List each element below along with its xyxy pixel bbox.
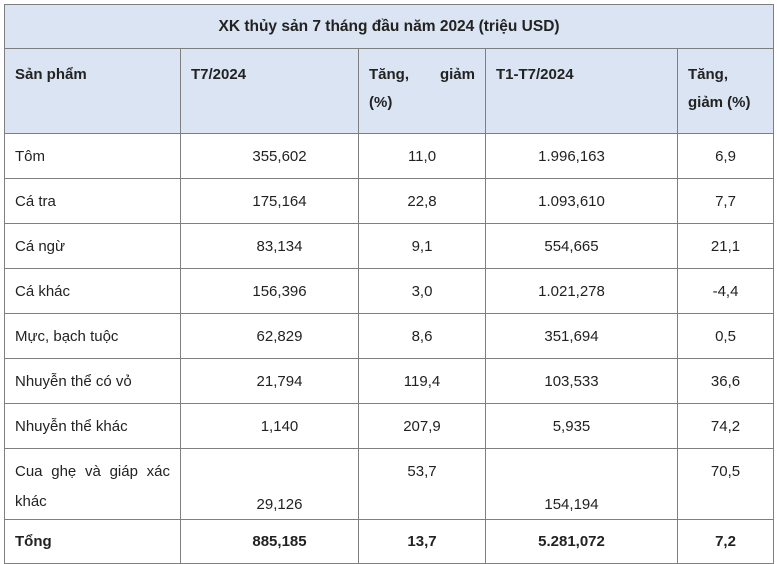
cell-t7: 62,829 — [180, 313, 359, 359]
cell-t7: 29,126 — [180, 448, 359, 520]
cell-change-t7: 119,4 — [358, 358, 486, 404]
cell-change-cumulative: 21,1 — [676, 223, 775, 269]
cell-t7: 83,134 — [180, 223, 359, 269]
total-t7: 885,185 — [180, 519, 359, 564]
cell-change-t7: 8,6 — [358, 313, 486, 359]
cell-cumulative: 554,665 — [485, 223, 678, 269]
total-label: Tổng — [4, 519, 181, 564]
header-product: Sản phẩm — [4, 48, 181, 134]
table-total-row: Tổng 885,185 13,7 5.281,072 7,2 — [4, 519, 775, 564]
cell-cumulative: 1.093,610 — [485, 178, 678, 224]
cell-product: Mực, bạch tuộc — [4, 313, 181, 359]
table-row: Tôm 355,602 11,0 1.996,163 6,9 — [4, 133, 775, 179]
table-row: Cá khác 156,396 3,0 1.021,278 -4,4 — [4, 268, 775, 314]
cell-change-cumulative: 70,5 — [676, 448, 775, 520]
cell-change-t7: 9,1 — [358, 223, 486, 269]
total-change-cumulative: 7,2 — [676, 519, 775, 564]
cell-change-t7: 53,7 — [358, 448, 486, 520]
cell-product: Cá khác — [4, 268, 181, 314]
cell-change-cumulative: 74,2 — [676, 403, 775, 449]
header-change-cumulative: Tăng, giảm (%) — [676, 48, 775, 134]
cell-t7: 1,140 — [180, 403, 359, 449]
header-t7: T7/2024 — [180, 48, 359, 134]
cell-change-cumulative: 0,5 — [676, 313, 775, 359]
cell-cumulative: 351,694 — [485, 313, 678, 359]
table-row: Nhuyễn thể khác 1,140 207,9 5,935 74,2 — [4, 403, 775, 449]
cell-change-t7: 22,8 — [358, 178, 486, 224]
cell-t7: 156,396 — [180, 268, 359, 314]
table-row: Cá tra 175,164 22,8 1.093,610 7,7 — [4, 178, 775, 224]
cell-change-t7: 11,0 — [358, 133, 486, 179]
cell-cumulative: 154,194 — [485, 448, 678, 520]
total-cumulative: 5.281,072 — [485, 519, 678, 564]
cell-cumulative: 1.021,278 — [485, 268, 678, 314]
cell-change-cumulative: 36,6 — [676, 358, 775, 404]
table-title: XK thủy sản 7 tháng đầu năm 2024 (triệu … — [3, 4, 775, 49]
cell-cumulative: 5,935 — [485, 403, 678, 449]
table-title-row: XK thủy sản 7 tháng đầu năm 2024 (triệu … — [3, 4, 775, 49]
cell-product: Cá tra — [4, 178, 181, 224]
table-row: Cua ghẹ và giáp xác khác 29,126 53,7 154… — [4, 448, 775, 520]
table-row: Mực, bạch tuộc 62,829 8,6 351,694 0,5 — [4, 313, 775, 359]
header-change-t7: Tăng, giảm (%) — [358, 48, 486, 134]
total-change-t7: 13,7 — [358, 519, 486, 564]
header-cumulative: T1-T7/2024 — [485, 48, 678, 134]
cell-product: Cá ngừ — [4, 223, 181, 269]
export-table: XK thủy sản 7 tháng đầu năm 2024 (triệu … — [3, 4, 775, 564]
cell-change-cumulative: 6,9 — [676, 133, 775, 179]
table-row: Nhuyễn thể có vỏ 21,794 119,4 103,533 36… — [4, 358, 775, 404]
cell-cumulative: 103,533 — [485, 358, 678, 404]
cell-product: Nhuyễn thể khác — [4, 403, 181, 449]
cell-t7: 21,794 — [180, 358, 359, 404]
cell-product: Nhuyễn thể có vỏ — [4, 358, 181, 404]
table-row: Cá ngừ 83,134 9,1 554,665 21,1 — [4, 223, 775, 269]
cell-change-t7: 3,0 — [358, 268, 486, 314]
cell-product: Cua ghẹ và giáp xác khác — [4, 448, 181, 520]
table-header-row: Sản phẩm T7/2024 Tăng, giảm (%) T1-T7/20… — [4, 48, 775, 134]
cell-t7: 355,602 — [180, 133, 359, 179]
cell-change-cumulative: 7,7 — [676, 178, 775, 224]
cell-cumulative: 1.996,163 — [485, 133, 678, 179]
cell-product: Tôm — [4, 133, 181, 179]
cell-change-cumulative: -4,4 — [676, 268, 775, 314]
cell-t7: 175,164 — [180, 178, 359, 224]
cell-change-t7: 207,9 — [358, 403, 486, 449]
